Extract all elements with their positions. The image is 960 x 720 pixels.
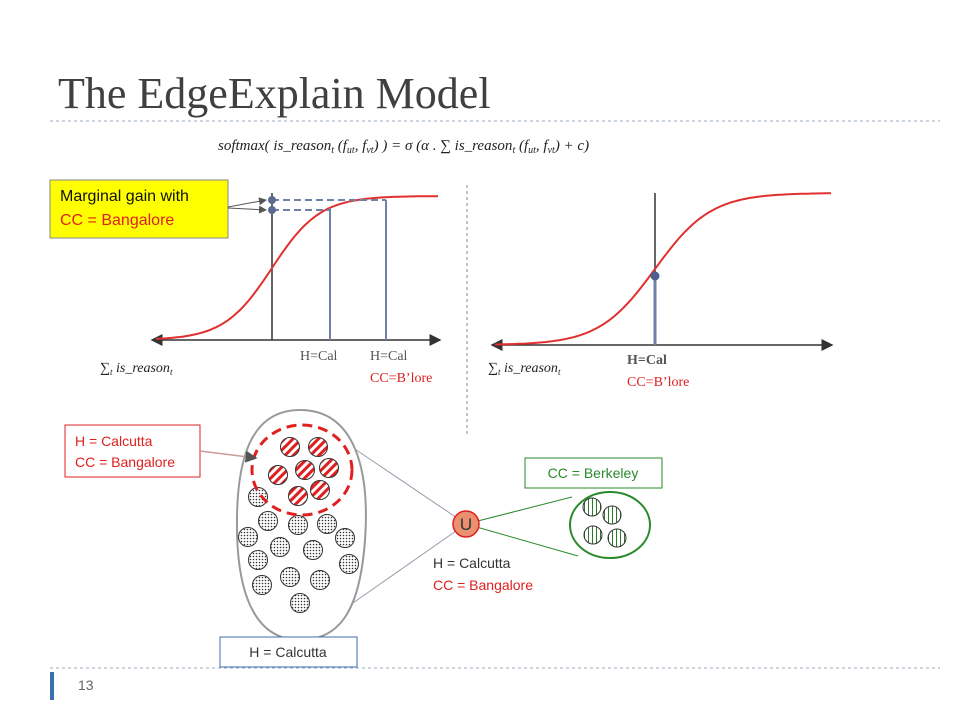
members: [238, 437, 359, 613]
member: [248, 550, 268, 570]
member: [288, 486, 308, 506]
callout-box: [49, 179, 229, 239]
user-label: U: [460, 515, 472, 534]
arrow: [227, 197, 267, 208]
axis-label: ∑t is_reasont: [100, 361, 173, 377]
user-node: [452, 510, 480, 538]
member: [280, 567, 300, 587]
sigmoid: [155, 195, 439, 340]
sigmoid: [494, 192, 831, 346]
label: H=Cal: [300, 349, 338, 364]
user-text: CC = Bangalore: [433, 577, 533, 593]
axis-label: ∑t is_reasont: [488, 361, 561, 377]
dot: [650, 271, 660, 281]
box-text: H = Calcutta: [75, 433, 153, 449]
dot: [268, 206, 276, 214]
member: [310, 570, 330, 590]
member: [252, 575, 272, 595]
member: [288, 515, 308, 535]
member: [339, 554, 359, 574]
connector: [465, 523, 579, 557]
label: CC=B’lore: [627, 375, 689, 390]
arrow: [227, 205, 267, 214]
member: [319, 458, 339, 478]
member: [295, 460, 315, 480]
member: [310, 480, 330, 500]
berkeley-box: [524, 457, 663, 489]
member: [258, 511, 278, 531]
berkeley-blob: [569, 491, 651, 559]
member: [308, 437, 328, 457]
page-number: 13: [78, 677, 94, 693]
berkeley-members: [582, 497, 627, 548]
label: CC=B’lore: [370, 371, 432, 386]
member: [248, 487, 268, 507]
member: [303, 540, 323, 560]
label: H=Cal: [370, 349, 408, 364]
box-text: H = Calcutta: [249, 644, 327, 660]
member: [317, 514, 337, 534]
connector: [465, 496, 573, 525]
accent: [50, 672, 54, 700]
member: [582, 497, 602, 517]
dot: [268, 196, 276, 204]
member: [238, 527, 258, 547]
cluster-box: [64, 424, 201, 478]
member: [268, 465, 288, 485]
callout-text: CC = Bangalore: [60, 212, 174, 229]
member: [270, 537, 290, 557]
formula: softmax( is_reasont (fut, fvt) ) = σ (α …: [218, 138, 589, 156]
user-text: H = Calcutta: [433, 555, 511, 571]
label: H=Cal: [627, 353, 667, 368]
member: [602, 505, 622, 525]
cluster: [250, 423, 354, 517]
member: [280, 437, 300, 457]
arrow: [199, 450, 258, 463]
member: [335, 528, 355, 548]
member: [583, 525, 603, 545]
callout-text: Marginal gain with: [60, 188, 189, 205]
box-text: CC = Berkeley: [548, 465, 639, 481]
box-text: CC = Bangalore: [75, 454, 175, 470]
group-box: [219, 636, 358, 668]
member: [290, 593, 310, 613]
member: [607, 528, 627, 548]
title: The EdgeExplain Model: [58, 69, 491, 118]
